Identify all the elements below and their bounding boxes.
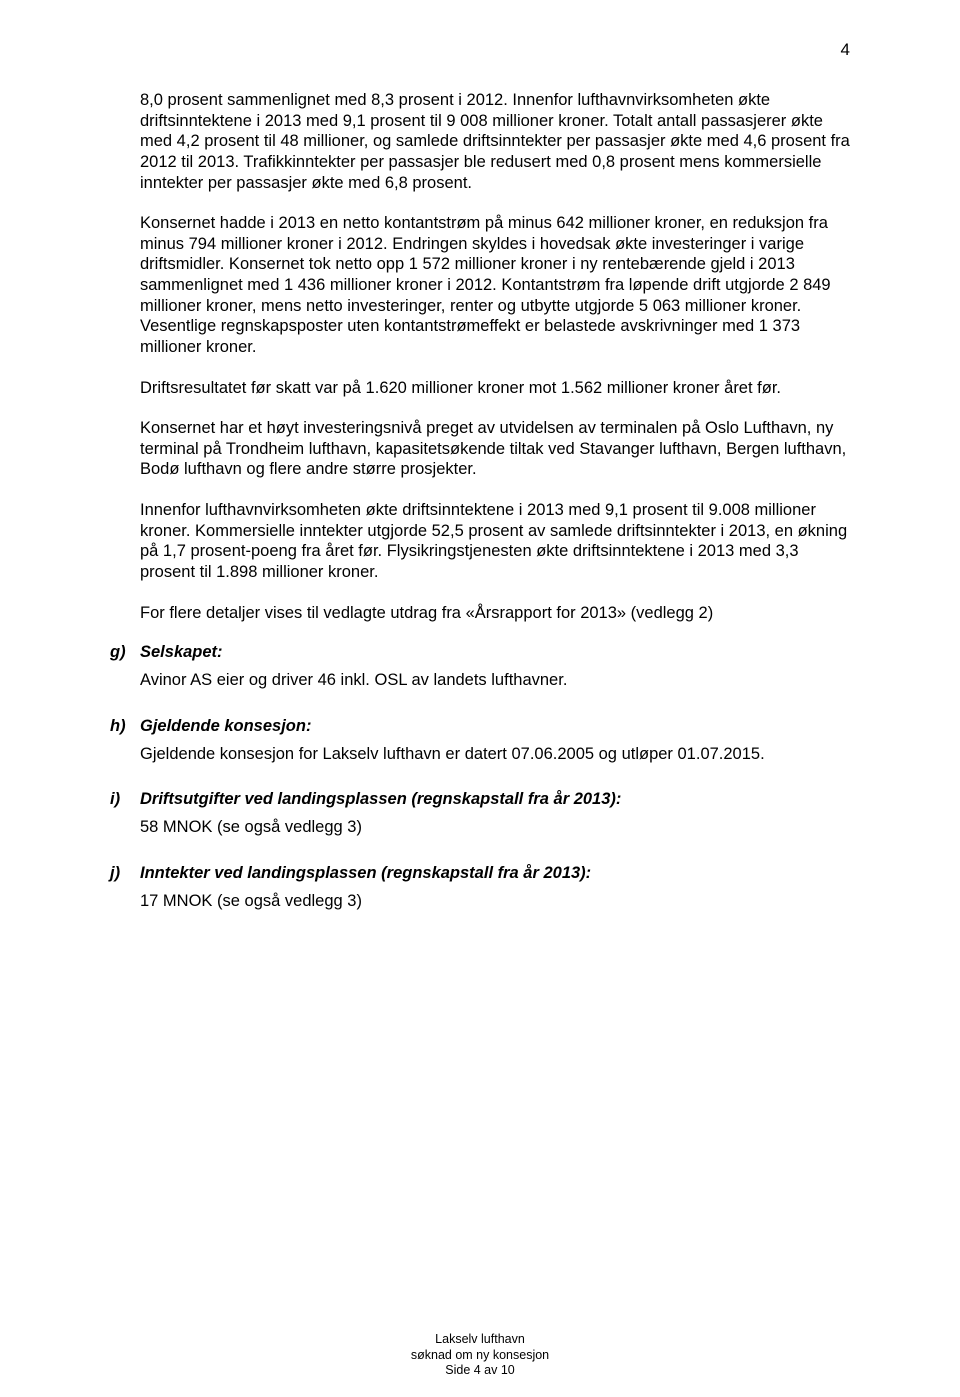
section-body: Selskapet: Avinor AS eier og driver 46 i… [140, 643, 850, 691]
body-content: 8,0 prosent sammenlignet med 8,3 prosent… [140, 90, 850, 623]
section-marker: j) [110, 864, 140, 883]
section-marker: g) [110, 643, 140, 662]
section-marker: h) [110, 717, 140, 736]
section-text: Avinor AS eier og driver 46 inkl. OSL av… [140, 670, 850, 691]
document-page: 4 8,0 prosent sammenlignet med 8,3 prose… [0, 0, 960, 1397]
section-text: 58 MNOK (se også vedlegg 3) [140, 817, 850, 838]
section-title: Gjeldende konsesjon: [140, 717, 850, 736]
section-h: h) Gjeldende konsesjon: Gjeldende konses… [110, 717, 850, 765]
section-j: j) Inntekter ved landingsplassen (regnsk… [110, 864, 850, 912]
section-g: g) Selskapet: Avinor AS eier og driver 4… [110, 643, 850, 691]
paragraph: Konsernet hadde i 2013 en netto kontants… [140, 213, 850, 357]
section-body: Driftsutgifter ved landingsplassen (regn… [140, 790, 850, 838]
section-body: Inntekter ved landingsplassen (regnskaps… [140, 864, 850, 912]
page-footer: Lakselv lufthavn søknad om ny konsesjon … [0, 1332, 960, 1379]
footer-line: Side 4 av 10 [0, 1363, 960, 1379]
section-title: Selskapet: [140, 643, 850, 662]
section-title: Inntekter ved landingsplassen (regnskaps… [140, 864, 850, 883]
section-text: Gjeldende konsesjon for Lakselv lufthavn… [140, 744, 850, 765]
section-body: Gjeldende konsesjon: Gjeldende konsesjon… [140, 717, 850, 765]
paragraph: Driftsresultatet før skatt var på 1.620 … [140, 378, 850, 399]
page-number: 4 [110, 40, 850, 60]
paragraph: 8,0 prosent sammenlignet med 8,3 prosent… [140, 90, 850, 193]
section-text: 17 MNOK (se også vedlegg 3) [140, 891, 850, 912]
section-marker: i) [110, 790, 140, 809]
paragraph: For flere detaljer vises til vedlagte ut… [140, 603, 850, 624]
paragraph: Innenfor lufthavnvirksomheten økte drift… [140, 500, 850, 583]
footer-line: søknad om ny konsesjon [0, 1348, 960, 1364]
section-i: i) Driftsutgifter ved landingsplassen (r… [110, 790, 850, 838]
footer-line: Lakselv lufthavn [0, 1332, 960, 1348]
paragraph: Konsernet har et høyt investeringsnivå p… [140, 418, 850, 480]
section-title: Driftsutgifter ved landingsplassen (regn… [140, 790, 850, 809]
